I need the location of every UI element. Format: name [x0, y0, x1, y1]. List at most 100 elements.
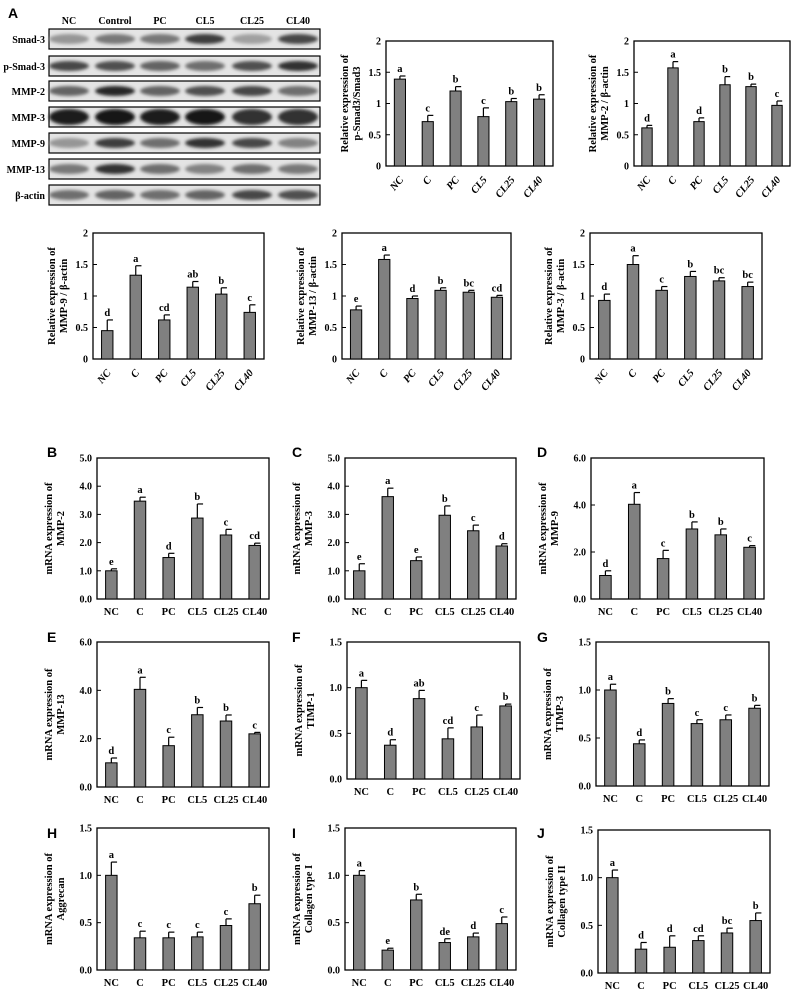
bar-CL40 [749, 920, 762, 974]
y-tick-label: 0.0 [574, 595, 587, 606]
x-tick-label: C [136, 978, 144, 989]
bar-C [133, 500, 147, 600]
y-tick-label: 2.0 [80, 538, 93, 549]
panel-letter-A: A [8, 5, 18, 21]
bar-NC [606, 877, 619, 974]
bar-C [632, 743, 646, 787]
x-tick-label: CL5 [426, 368, 446, 389]
significance-letter: b [718, 517, 724, 528]
y-axis-label-line: mRNA expression of [545, 855, 556, 947]
significance-letter: a [385, 476, 391, 487]
significance-letter: c [247, 293, 252, 304]
blot-band [232, 138, 272, 148]
y-tick-label: 0 [332, 355, 337, 366]
plot-frame [96, 827, 270, 971]
y-axis-label-line: MMP-13 [56, 694, 67, 734]
significance-letter: bc [714, 266, 725, 277]
significance-letter: a [630, 244, 636, 255]
bar-NC [599, 575, 612, 600]
x-tick-label: CL40 [242, 795, 267, 806]
x-tick-label: C [136, 607, 144, 618]
significance-letter: e [354, 294, 359, 305]
x-tick-label: NC [388, 174, 407, 194]
y-axis-label: Relative expression ofMMP-13 / β-actin [296, 247, 319, 345]
y-tick-label: 4.0 [574, 501, 587, 512]
y-tick-label: 0.5 [80, 918, 93, 929]
bar-PC [410, 899, 423, 971]
chart-6: 0.0 1.0 2.0 3.0 4.0 5.0 mRNA expression ofMMP-… [44, 454, 270, 618]
y-axis-label-line: Relative expression of [47, 247, 58, 345]
bar-CL25 [470, 726, 484, 780]
significance-letter: b [252, 883, 258, 894]
y-axis-label: mRNA expression ofAggrecan [44, 853, 67, 945]
x-tick-label: C [630, 607, 638, 618]
blot-band [232, 109, 272, 125]
protein-label: MMP-13 [7, 165, 45, 176]
significance-letter: d [644, 113, 650, 124]
x-tick-label: NC [592, 367, 611, 387]
blot-band [95, 86, 135, 96]
x-tick-label: C [136, 795, 144, 806]
y-axis-label-line: Collagen type II [557, 865, 568, 937]
x-tick-label: C [421, 174, 435, 187]
bar-CL40 [490, 296, 504, 360]
bar-CL40 [741, 286, 754, 360]
x-tick-label: CL40 [737, 607, 762, 618]
significance-letter: ab [414, 678, 425, 689]
y-axis-label-line: mRNA expression of [44, 482, 55, 574]
blot-band [140, 86, 180, 96]
bar-C [381, 949, 394, 971]
significance-letter: a [397, 64, 403, 75]
blot-band [278, 138, 318, 148]
y-tick-label: 2.0 [574, 548, 587, 559]
chart-7: 0.0 1.0 2.0 3.0 4.0 5.0 mRNA expression ofMMP-… [292, 454, 517, 618]
significance-letter: ab [187, 270, 198, 281]
bar-C [378, 258, 391, 360]
plot-frame [590, 457, 765, 600]
x-tick-label: NC [95, 367, 114, 387]
blot-row [48, 106, 321, 128]
x-tick-label: CL40 [232, 367, 256, 393]
significance-letter: b [438, 276, 444, 287]
significance-letter: d [667, 924, 673, 935]
bar-CL40 [499, 705, 512, 780]
x-tick-label: CL25 [204, 368, 228, 393]
y-tick-label: 0 [580, 355, 585, 366]
x-tick-label: C [378, 367, 392, 380]
x-tick-label: NC [104, 978, 119, 989]
y-tick-label: 4.0 [80, 686, 93, 697]
bar-CL5 [191, 936, 204, 971]
x-tick-label: CL40 [479, 367, 503, 393]
significance-letter: cd [492, 283, 503, 294]
x-tick-label: CL40 [742, 794, 767, 805]
blot-band [49, 164, 89, 174]
blot-band [278, 190, 318, 200]
lane-label: CL25 [240, 16, 264, 27]
y-axis-label-line: Aggrecan [56, 877, 67, 920]
y-axis-label-line: mRNA expression of [538, 482, 549, 574]
y-axis-label: mRNA expression ofCollagen type II [545, 855, 568, 947]
x-tick-label: CL25 [461, 607, 486, 618]
significance-letter: d [636, 728, 642, 739]
significance-letter: cd [693, 924, 704, 935]
y-tick-label: 0.0 [80, 595, 93, 606]
chart-11: 0.0 0.5 1.0 1.5 mRNA expression ofTIMP-3 a NC d… [543, 638, 770, 805]
bar-C [627, 503, 641, 600]
bar-CL25 [745, 86, 757, 167]
plot-frame [597, 829, 771, 974]
bar-C [133, 688, 147, 788]
bar-CL25 [714, 534, 728, 600]
significance-letter: e [109, 557, 114, 568]
bar-CL40 [748, 707, 761, 787]
bar-PC [663, 946, 676, 974]
bar-CL5 [186, 286, 199, 360]
y-tick-label: 1.5 [325, 260, 338, 271]
y-axis-label: mRNA expression ofMMP-3 [292, 482, 315, 574]
plot-frame [346, 641, 521, 780]
significance-letter: c [775, 89, 780, 100]
x-tick-label: PC [688, 174, 706, 192]
y-axis-label-line: Collagen type I [304, 865, 315, 933]
significance-letter: d [602, 559, 608, 570]
blot-band [49, 109, 89, 125]
blot-band [140, 164, 180, 174]
